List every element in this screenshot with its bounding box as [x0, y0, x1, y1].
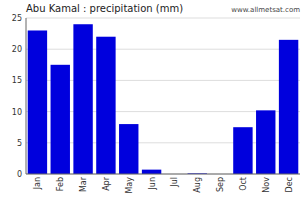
x-tick-label: Feb [56, 177, 65, 191]
y-tick-label: 5 [17, 139, 22, 148]
bar [96, 37, 115, 174]
bar [28, 30, 47, 174]
y-axis [26, 18, 27, 174]
plot-background [26, 18, 300, 174]
grid-line [26, 49, 300, 50]
bar [279, 40, 298, 174]
y-tick-label: 15 [12, 76, 22, 85]
bar [119, 124, 138, 174]
x-tick-label: Jan [33, 177, 42, 190]
title: Abu Kamal : precipitation (mm) [26, 3, 183, 14]
x-axis [26, 174, 300, 175]
y-tick-label: 10 [12, 108, 22, 117]
x-tick-label: Mar [79, 176, 88, 192]
bar [256, 110, 275, 174]
bar [51, 65, 70, 174]
x-tick-label: Sep [216, 177, 225, 192]
x-tick-label: Apr [102, 176, 111, 191]
y-tick-label: 0 [17, 170, 22, 179]
x-tick-label: Aug [193, 177, 202, 193]
y-tick-label: 25 [12, 14, 22, 23]
x-tick-label: Oct [239, 177, 248, 191]
bar [233, 127, 252, 174]
grid-line [26, 174, 300, 175]
x-tick-label: May [125, 177, 134, 194]
chart: 0 5 10 15 20 25 Jan Feb Mar Apr May Jun Jul Aug Sep Oct… [0, 0, 306, 200]
x-tick-label: Jul [170, 177, 179, 188]
x-tick-label: Jun [148, 177, 157, 191]
chart-container: 0 5 10 15 20 25 Jan Feb Mar Apr May Jun Jul Aug Sep Oct… [0, 0, 306, 200]
bar [73, 24, 92, 174]
grid-line [26, 18, 300, 19]
y-tick-label: 20 [12, 45, 22, 54]
watermark: www.allmetsat.com [231, 6, 300, 14]
x-tick-label: Nov [262, 177, 271, 193]
bar [142, 170, 161, 174]
bars [28, 24, 299, 174]
x-tick-label: Dec [285, 177, 294, 192]
